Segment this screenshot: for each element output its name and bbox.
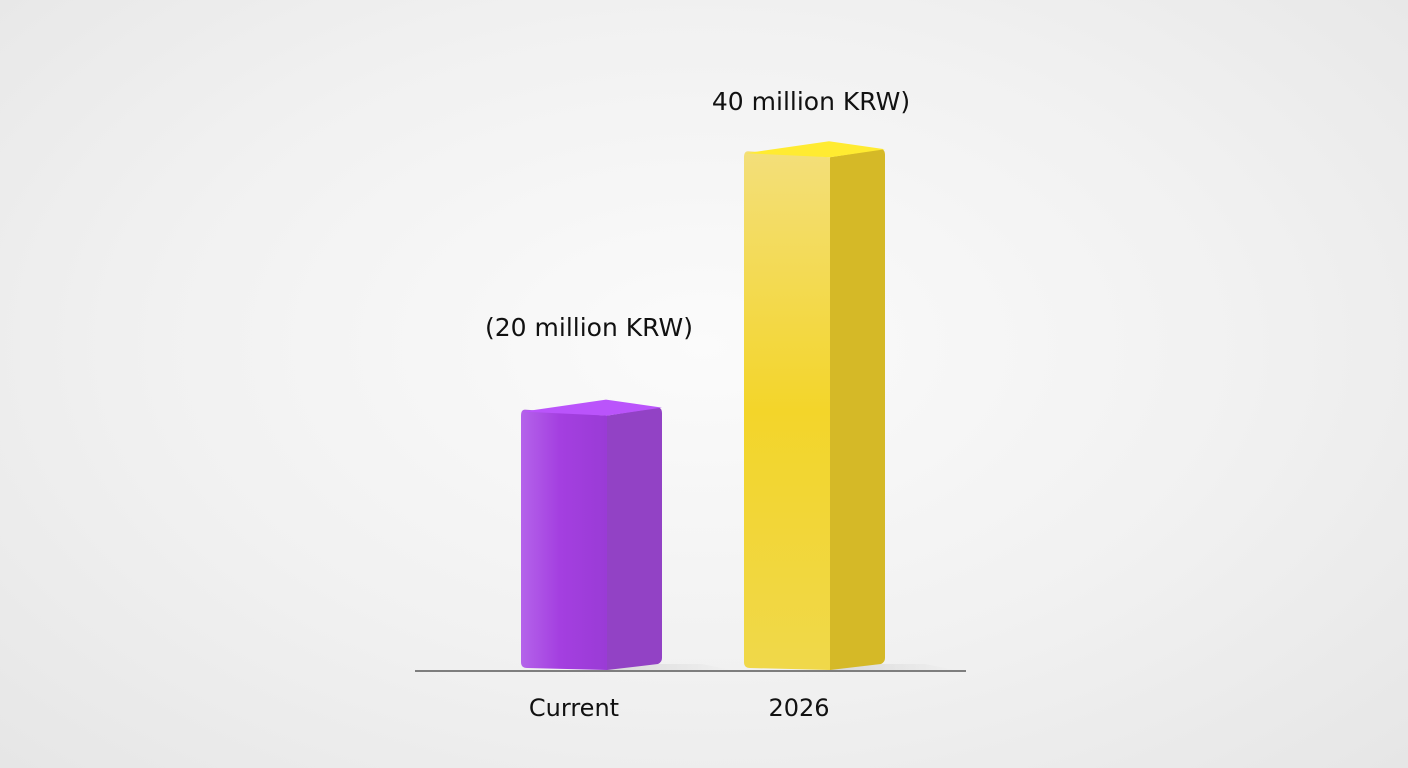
bar-top-face — [523, 399, 662, 416]
category-label-current: Current — [529, 694, 619, 722]
bar-current — [521, 399, 732, 670]
category-label-group: Current 2026 — [529, 694, 830, 722]
data-label-current: (20 million KRW) — [485, 313, 693, 342]
bars-group — [521, 141, 955, 670]
data-label-2026: 40 million KRW) — [712, 87, 910, 116]
bar-2026 — [744, 141, 955, 670]
bar-front-face — [521, 409, 607, 670]
bar-top-face — [746, 141, 885, 158]
bar-side-face — [830, 149, 885, 670]
bar-side-face — [607, 407, 662, 670]
bar-front-face — [744, 151, 830, 670]
data-label-group: (20 million KRW) 40 million KRW) — [485, 87, 910, 342]
category-label-2026: 2026 — [768, 694, 829, 722]
